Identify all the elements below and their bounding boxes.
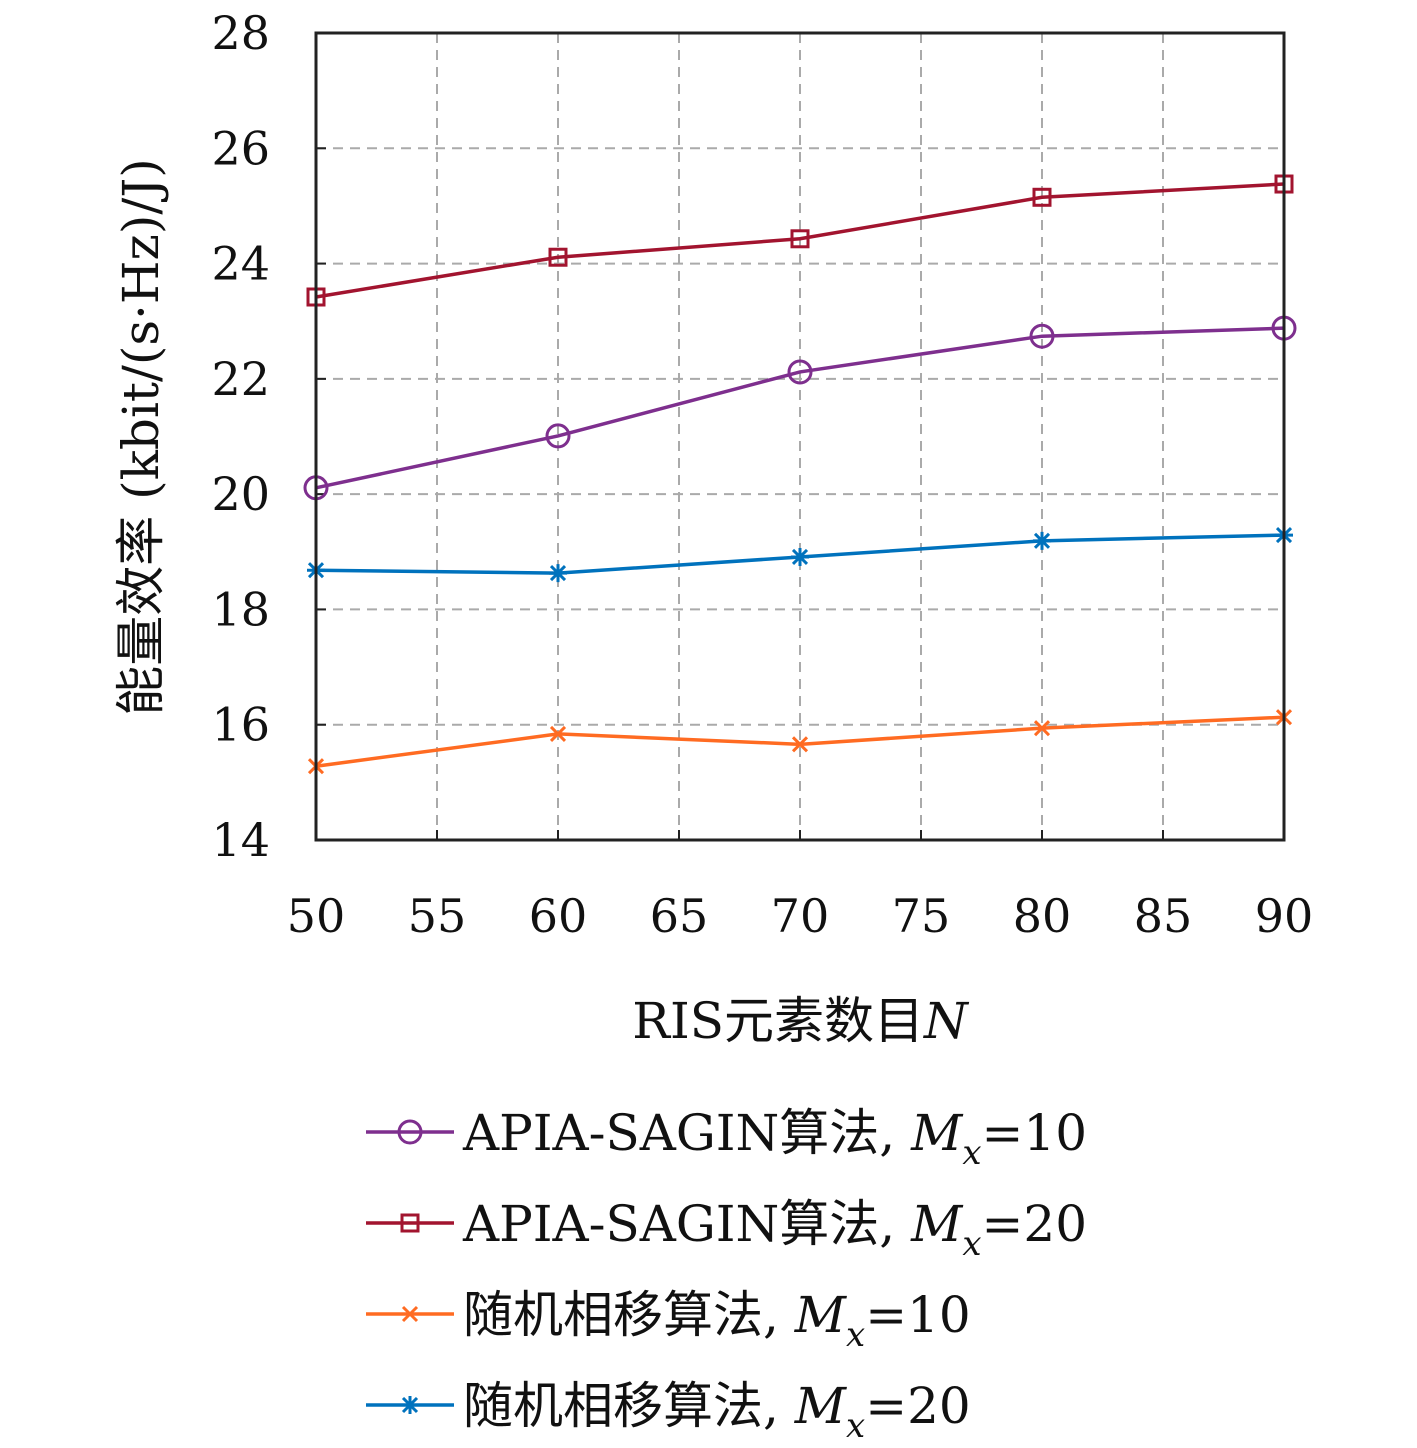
x-tick-label: 70 [771, 889, 830, 943]
legend-label-prefix: 随机相移算法, [463, 1286, 795, 1344]
marker-x [791, 736, 809, 753]
marker-square [1032, 187, 1052, 207]
marker-x [1033, 720, 1051, 737]
marker-asterisk [1033, 531, 1051, 550]
y-tick-label: 20 [211, 467, 270, 521]
legend-label: APIA-SAGIN算法, Mx=10 [462, 1104, 1087, 1173]
y-tick-label: 26 [211, 121, 270, 175]
marker-asterisk [549, 564, 567, 583]
y-tick-label: 28 [211, 6, 270, 60]
legend-label-prefix: APIA-SAGIN算法, [462, 1195, 911, 1253]
x-tick-label: 75 [892, 889, 951, 943]
x-tick-label: 50 [287, 889, 346, 943]
legend-label-var: M [910, 1195, 964, 1253]
y-tick-label: 22 [211, 352, 270, 406]
legend-label-suffix: =10 [982, 1104, 1088, 1162]
legend-label-prefix: 随机相移算法, [463, 1377, 795, 1435]
y-axis-label: 能量效率 (kbit/(s·Hz)/J) [112, 158, 170, 716]
x-tick-label: 85 [1134, 889, 1193, 943]
marker-square [548, 247, 568, 267]
legend-item: 随机相移算法, Mx=10 [366, 1286, 971, 1355]
x-tick-label: 60 [529, 889, 588, 943]
y-tick-label: 24 [211, 237, 270, 291]
legend-label-sub: x [962, 1224, 981, 1264]
y-tick-label: 14 [211, 813, 270, 867]
grid [315, 32, 1285, 841]
legend-label-suffix: =10 [865, 1286, 971, 1344]
x-tick-label: 90 [1255, 889, 1314, 943]
x-tick-labels: 50 55 60 65 70 75 80 85 90 [287, 889, 1314, 943]
x-axis-label: RIS元素数目N [632, 992, 970, 1050]
series-line [315, 326, 1285, 490]
legend-label-sub: x [846, 1406, 865, 1446]
y-tick-label: 18 [211, 582, 270, 636]
legend-label-suffix: =20 [865, 1377, 971, 1435]
x-tick-label: 65 [650, 889, 709, 943]
legend-label-sub: x [962, 1133, 981, 1173]
legend-item: 随机相移算法, Mx=20 [366, 1377, 971, 1446]
legend-label-var: M [794, 1377, 848, 1435]
x-tick-label: 55 [408, 889, 467, 943]
marker-circle [787, 359, 813, 385]
y-tick-labels: 14 16 18 20 22 24 26 28 [211, 6, 270, 867]
legend-label-sub: x [846, 1315, 865, 1355]
legend-item: APIA-SAGIN算法, Mx=20 [366, 1195, 1087, 1264]
marker-circle [545, 423, 571, 449]
legend-label: 随机相移算法, Mx=10 [463, 1286, 971, 1355]
legend-label: APIA-SAGIN算法, Mx=20 [462, 1195, 1087, 1264]
marker-asterisk [401, 1396, 419, 1414]
y-tick-label: 16 [211, 698, 270, 752]
legend-label-prefix: APIA-SAGIN算法, [462, 1104, 911, 1162]
plot-frame [314, 31, 1286, 842]
x-axis-label-text: RIS元素数目 [632, 992, 924, 1050]
marker-asterisk [791, 547, 809, 566]
marker-circle [397, 1119, 423, 1145]
marker-square [790, 229, 810, 249]
legend-item: APIA-SAGIN算法, Mx=10 [366, 1104, 1087, 1173]
legend-label-var: M [910, 1104, 964, 1162]
x-tick-label: 80 [1013, 889, 1072, 943]
x-axis-label-var: N [923, 992, 970, 1050]
legend-label-suffix: =20 [982, 1195, 1088, 1253]
legend-label: 随机相移算法, Mx=20 [463, 1377, 971, 1446]
marker-circle [1029, 323, 1055, 349]
series-line [315, 182, 1285, 299]
marker-x [401, 1305, 419, 1323]
legend-label-var: M [794, 1286, 848, 1344]
marker-x [549, 725, 567, 742]
marker-square [400, 1213, 420, 1233]
